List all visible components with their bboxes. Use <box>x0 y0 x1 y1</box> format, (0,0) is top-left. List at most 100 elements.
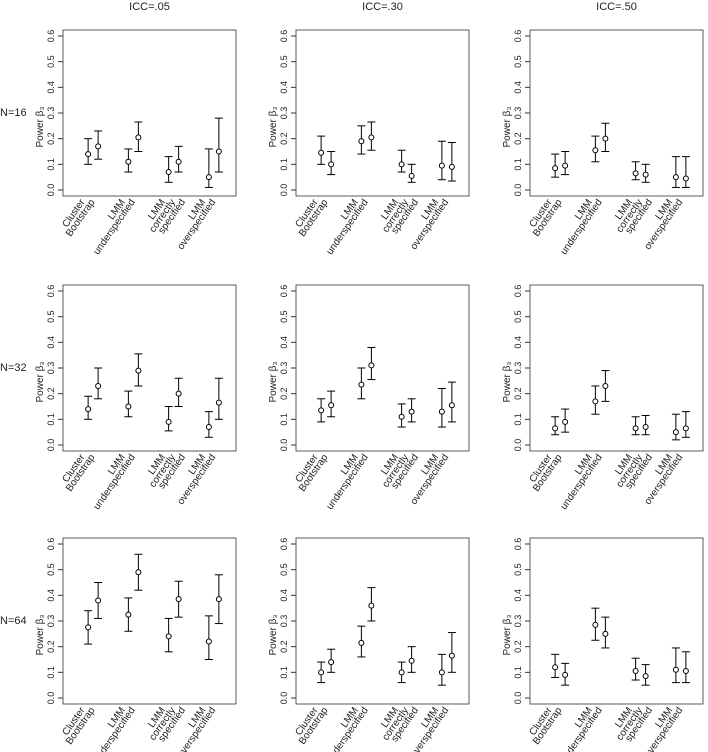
point <box>438 408 445 415</box>
y-tick-label: 0.3 <box>46 615 56 628</box>
point <box>562 418 569 425</box>
y-axis-label: Power β₃ <box>502 107 513 148</box>
y-tick-label: 0.0 <box>279 439 289 452</box>
point <box>318 149 325 156</box>
point <box>135 134 142 141</box>
point <box>632 668 639 675</box>
plot-frame <box>529 537 704 705</box>
point <box>632 170 639 177</box>
plot-frame <box>295 29 470 197</box>
point <box>602 135 609 142</box>
plot-frame <box>295 537 470 705</box>
y-tick-label: 0.6 <box>279 538 289 551</box>
y-tick-label: 0.1 <box>513 413 523 426</box>
y-tick-label: 0.0 <box>46 439 56 452</box>
y-tick-label: 0.4 <box>46 81 56 94</box>
y-tick-label: 0.3 <box>513 107 523 120</box>
y-tick-label: 0.1 <box>513 158 523 171</box>
row-label: N=16 <box>0 107 27 119</box>
point <box>95 143 102 150</box>
y-tick-label: 0.4 <box>513 336 523 349</box>
y-tick-label: 0.5 <box>279 55 289 68</box>
point <box>165 418 172 425</box>
y-tick-label: 0.6 <box>279 285 289 298</box>
y-tick-label: 0.4 <box>279 336 289 349</box>
point <box>672 666 679 673</box>
y-tick-label: 0.2 <box>46 640 56 653</box>
y-tick-label: 0.0 <box>46 692 56 705</box>
plot-frame <box>529 29 704 197</box>
y-tick-label: 0.3 <box>279 107 289 120</box>
point <box>562 162 569 169</box>
y-axis-label: Power β₃ <box>268 615 279 656</box>
point <box>562 671 569 678</box>
y-tick-label: 0.6 <box>46 538 56 551</box>
y-tick-label: 0.1 <box>513 666 523 679</box>
point <box>592 621 599 628</box>
y-tick-label: 0.6 <box>46 30 56 43</box>
y-tick-label: 0.5 <box>46 310 56 323</box>
point <box>448 163 455 170</box>
y-tick-label: 0.0 <box>513 692 523 705</box>
point <box>408 172 415 179</box>
point <box>368 362 375 369</box>
y-tick-label: 0.4 <box>279 589 289 602</box>
row-label: N=32 <box>0 362 27 374</box>
column-title: ICC=.05 <box>129 1 170 13</box>
point <box>672 429 679 436</box>
point <box>552 664 559 671</box>
y-tick-label: 0.4 <box>46 589 56 602</box>
point <box>602 382 609 389</box>
point <box>135 367 142 374</box>
y-tick-label: 0.2 <box>513 132 523 145</box>
y-tick-label: 0.0 <box>46 184 56 197</box>
y-tick-label: 0.3 <box>513 615 523 628</box>
y-tick-label: 0.5 <box>46 563 56 576</box>
point <box>175 390 182 397</box>
y-tick-label: 0.5 <box>279 563 289 576</box>
y-tick-label: 0.6 <box>513 30 523 43</box>
point <box>642 171 649 178</box>
y-tick-label: 0.0 <box>279 184 289 197</box>
point <box>125 611 132 618</box>
y-tick-label: 0.4 <box>279 81 289 94</box>
point <box>215 148 222 155</box>
point <box>448 652 455 659</box>
point <box>592 398 599 405</box>
y-tick-label: 0.2 <box>46 387 56 400</box>
point <box>205 174 212 181</box>
y-tick-label: 0.5 <box>513 563 523 576</box>
point <box>682 425 689 432</box>
point <box>642 673 649 680</box>
y-tick-label: 0.1 <box>46 666 56 679</box>
point <box>85 406 92 413</box>
y-tick-label: 0.6 <box>513 285 523 298</box>
point <box>398 161 405 168</box>
point <box>328 402 335 409</box>
point <box>125 403 132 410</box>
point <box>632 425 639 432</box>
y-tick-label: 0.3 <box>279 362 289 375</box>
point <box>358 639 365 646</box>
y-axis-label: Power β₃ <box>502 615 513 656</box>
y-axis-label: Power β₃ <box>35 615 46 656</box>
point <box>175 596 182 603</box>
point <box>552 165 559 172</box>
y-tick-label: 0.0 <box>513 439 523 452</box>
point <box>95 597 102 604</box>
y-tick-label: 0.5 <box>46 55 56 68</box>
plot-frame <box>62 537 237 705</box>
column-title: ICC=.30 <box>362 1 403 13</box>
y-tick-label: 0.1 <box>46 158 56 171</box>
y-tick-label: 0.4 <box>513 81 523 94</box>
point <box>408 408 415 415</box>
y-axis-label: Power β₃ <box>35 362 46 403</box>
point <box>328 659 335 666</box>
y-tick-label: 0.6 <box>46 285 56 298</box>
point <box>318 407 325 414</box>
y-axis-label: Power β₃ <box>35 107 46 148</box>
point <box>448 402 455 409</box>
point <box>438 669 445 676</box>
column-title: ICC=.50 <box>596 1 637 13</box>
